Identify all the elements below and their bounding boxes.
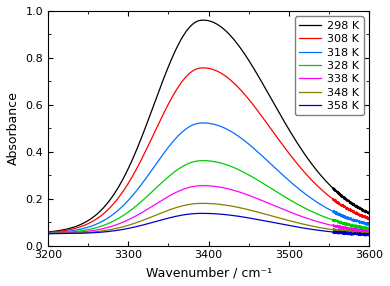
298 K xyxy=(358,206,362,209)
358 K xyxy=(193,212,198,215)
348 K xyxy=(299,222,303,225)
338 K xyxy=(200,184,205,187)
358 K xyxy=(357,233,362,236)
298 K xyxy=(201,18,206,22)
298 K xyxy=(299,147,303,150)
338 K xyxy=(46,232,50,235)
328 K xyxy=(357,226,362,229)
298 K xyxy=(193,20,198,24)
358 K xyxy=(62,232,67,235)
348 K xyxy=(200,202,205,205)
Line: 358 K: 358 K xyxy=(48,213,369,236)
298 K xyxy=(62,228,67,231)
308 K xyxy=(358,213,362,216)
348 K xyxy=(46,232,50,235)
308 K xyxy=(202,66,207,69)
298 K xyxy=(357,206,362,210)
Line: 298 K: 298 K xyxy=(48,20,369,232)
358 K xyxy=(358,234,362,237)
308 K xyxy=(193,67,198,71)
338 K xyxy=(62,231,67,235)
308 K xyxy=(46,231,50,234)
348 K xyxy=(62,232,67,235)
X-axis label: Wavenumber / cm⁻¹: Wavenumber / cm⁻¹ xyxy=(145,266,272,279)
Line: 338 K: 338 K xyxy=(48,186,369,233)
358 K xyxy=(363,234,367,238)
328 K xyxy=(201,159,206,162)
308 K xyxy=(357,213,362,216)
318 K xyxy=(357,219,362,223)
348 K xyxy=(367,231,371,234)
328 K xyxy=(46,231,50,235)
328 K xyxy=(358,225,362,228)
Line: 328 K: 328 K xyxy=(48,161,369,233)
338 K xyxy=(367,230,371,234)
328 K xyxy=(62,231,67,234)
358 K xyxy=(299,226,303,229)
308 K xyxy=(299,166,303,170)
298 K xyxy=(202,19,207,22)
348 K xyxy=(357,230,362,234)
358 K xyxy=(367,232,371,236)
Line: 348 K: 348 K xyxy=(48,203,369,235)
328 K xyxy=(367,226,371,229)
338 K xyxy=(193,184,198,188)
318 K xyxy=(202,121,207,125)
298 K xyxy=(367,211,371,214)
328 K xyxy=(299,204,303,208)
348 K xyxy=(367,233,371,237)
348 K xyxy=(358,231,362,235)
338 K xyxy=(358,228,362,231)
318 K xyxy=(62,230,67,233)
338 K xyxy=(357,228,362,231)
318 K xyxy=(358,220,362,223)
308 K xyxy=(367,216,371,219)
Line: 318 K: 318 K xyxy=(48,123,369,233)
298 K xyxy=(46,230,50,234)
358 K xyxy=(200,212,204,215)
318 K xyxy=(367,223,371,226)
358 K xyxy=(202,212,207,215)
Legend: 298 K, 308 K, 318 K, 328 K, 338 K, 348 K, 358 K: 298 K, 308 K, 318 K, 328 K, 338 K, 348 K… xyxy=(295,17,363,115)
Line: 308 K: 308 K xyxy=(48,68,369,232)
338 K xyxy=(202,184,207,187)
308 K xyxy=(201,66,206,69)
Y-axis label: Absorbance: Absorbance xyxy=(7,91,20,165)
328 K xyxy=(202,159,207,162)
318 K xyxy=(201,121,206,125)
308 K xyxy=(62,229,67,232)
318 K xyxy=(46,231,50,235)
318 K xyxy=(193,122,198,126)
358 K xyxy=(46,232,50,235)
348 K xyxy=(202,202,207,205)
348 K xyxy=(193,202,198,205)
318 K xyxy=(299,189,303,192)
338 K xyxy=(299,214,303,218)
328 K xyxy=(193,160,198,163)
